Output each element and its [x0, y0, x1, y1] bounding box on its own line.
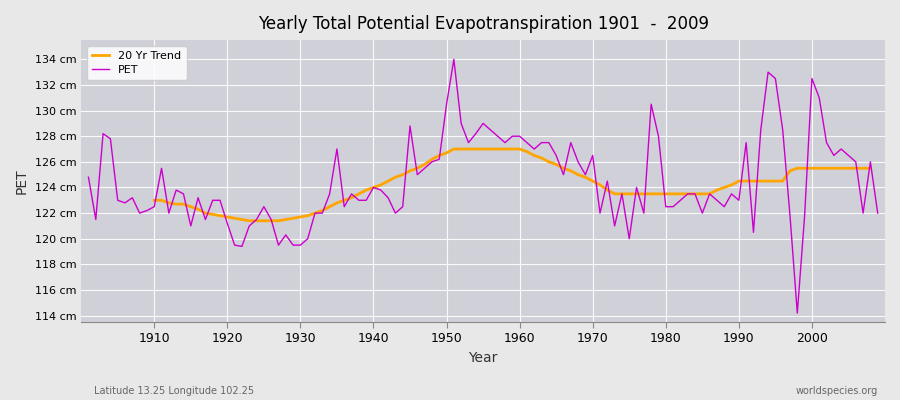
- 20 Yr Trend: [448, 147, 459, 152]
- 20 Yr Trend: [521, 149, 532, 154]
- Line: PET: PET: [88, 59, 878, 313]
- Text: Latitude 13.25 Longitude 102.25: Latitude 13.25 Longitude 102.25: [94, 386, 255, 396]
- 20 Yr Trend: [865, 166, 876, 171]
- Text: worldspecies.org: worldspecies.org: [796, 386, 878, 396]
- PET: [302, 236, 313, 241]
- PET: [141, 208, 152, 213]
- 20 Yr Trend: [324, 204, 335, 209]
- Line: 20 Yr Trend: 20 Yr Trend: [154, 149, 870, 221]
- PET: [872, 211, 883, 216]
- PET: [83, 175, 94, 180]
- PET: [514, 134, 525, 139]
- PET: [792, 311, 803, 316]
- 20 Yr Trend: [726, 182, 737, 187]
- 20 Yr Trend: [544, 160, 554, 164]
- PET: [448, 57, 459, 62]
- Legend: 20 Yr Trend, PET: 20 Yr Trend, PET: [86, 46, 186, 80]
- Y-axis label: PET: PET: [15, 168, 29, 194]
- PET: [609, 224, 620, 228]
- PET: [346, 192, 357, 196]
- 20 Yr Trend: [244, 218, 255, 223]
- 20 Yr Trend: [148, 198, 159, 203]
- X-axis label: Year: Year: [468, 351, 498, 365]
- 20 Yr Trend: [375, 182, 386, 187]
- 20 Yr Trend: [346, 195, 357, 200]
- Title: Yearly Total Potential Evapotranspiration 1901  -  2009: Yearly Total Potential Evapotranspiratio…: [257, 15, 708, 33]
- PET: [521, 140, 532, 145]
